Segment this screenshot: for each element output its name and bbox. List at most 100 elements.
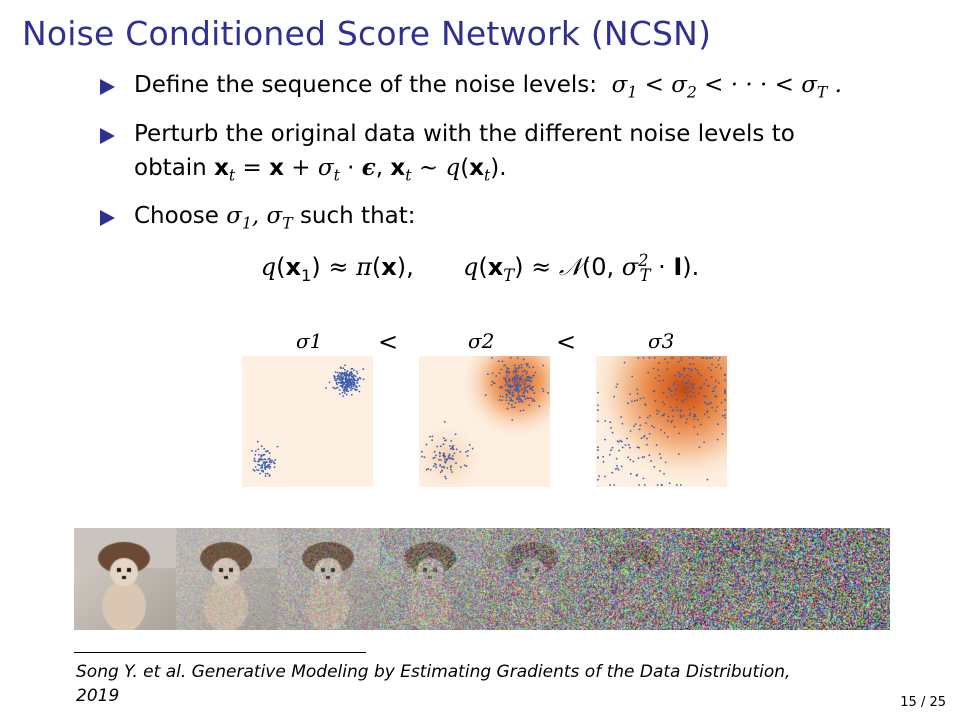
scatter-point (510, 398, 513, 400)
scatter-point (350, 385, 353, 388)
scatter-point (646, 443, 648, 446)
scatter-point (611, 431, 614, 434)
scatter-point (263, 453, 266, 456)
scatter-point (435, 466, 438, 469)
scatter-point (677, 360, 680, 363)
scatter-point (522, 358, 525, 361)
scatter-point (465, 465, 468, 468)
bullet-2-line1: Perturb the original data with the diffe… (134, 120, 795, 147)
scatter-point (533, 400, 536, 402)
scatter-point (641, 456, 644, 459)
scatter-point (524, 383, 526, 386)
scatter-point (672, 415, 675, 418)
scatter-point (683, 376, 686, 378)
scatter-point (617, 469, 620, 471)
scatter-point (266, 472, 269, 475)
scatter-point (442, 443, 445, 446)
scatter-point (346, 370, 349, 372)
scatter-point (356, 386, 358, 388)
scatter-point (524, 398, 527, 400)
scatter-point (450, 468, 452, 471)
scatter-point (523, 389, 526, 391)
scatter-point (344, 381, 347, 384)
scatter-point (670, 357, 673, 359)
scatter-point (273, 466, 276, 468)
scatter-point (675, 406, 678, 409)
scatter-point (676, 409, 679, 412)
scatter-point (438, 458, 440, 461)
scatter-point (509, 393, 511, 395)
scatter-point (467, 450, 469, 452)
scatter-point (335, 379, 338, 381)
scatter-point (698, 446, 701, 448)
scatter-point (711, 406, 714, 409)
scatter-point (683, 369, 686, 372)
scatter-point (514, 388, 517, 391)
scatter-point (705, 395, 708, 398)
scatter-point (425, 468, 428, 471)
scatter-point (343, 371, 346, 374)
scatter-point (719, 367, 722, 369)
scatter-point (713, 387, 715, 390)
scatter-point (503, 378, 506, 381)
scatter-point (706, 410, 709, 412)
scatter-point (604, 420, 607, 422)
bullet-perturb-data: Perturb the original data with the diffe… (100, 117, 920, 193)
scatter-point (352, 376, 355, 379)
scatter-point (525, 386, 528, 389)
scatter-point (528, 376, 531, 378)
scatter-point (337, 377, 339, 380)
scatter-point (666, 368, 669, 370)
scatter-point (344, 374, 347, 377)
scatter-point (518, 401, 520, 403)
scatter-point (620, 416, 623, 418)
scatter-point (501, 386, 504, 389)
scatter-point (512, 391, 514, 393)
scatter-point (689, 363, 691, 366)
scatter-point (490, 384, 493, 386)
scatter-point (346, 374, 348, 377)
scatter-point (455, 448, 458, 451)
scatter-point (510, 399, 513, 402)
scatter-point (514, 366, 517, 369)
scatter-point (254, 466, 257, 468)
scatter-point (638, 428, 641, 431)
scatter-point (693, 418, 696, 421)
scatter-point (692, 363, 694, 365)
scatter-point (681, 373, 683, 376)
scatter-point (694, 395, 696, 398)
scatter-point (352, 384, 355, 386)
scatter-point (689, 390, 691, 393)
scatter-point (608, 453, 611, 456)
scatter-point (349, 372, 351, 374)
scatter-point (721, 414, 724, 417)
scatter-point (340, 380, 343, 382)
scatter-point (508, 386, 511, 388)
scatter-point (253, 459, 256, 462)
scatter-point (517, 394, 520, 397)
scatter-point (672, 383, 675, 386)
scatter-point (443, 420, 446, 423)
scatter-point (435, 454, 437, 457)
scatter-point (687, 367, 690, 370)
scatter-point (264, 467, 266, 470)
footnote-line-2: 2019 (76, 686, 120, 706)
noise-panel-3 (596, 356, 727, 487)
scatter-point (656, 484, 659, 486)
scatter-point (688, 414, 691, 417)
scatter-point (716, 406, 719, 408)
scatter-point (616, 383, 619, 385)
scatter-point (716, 438, 719, 441)
scatter-point (531, 376, 533, 379)
scatter-point (639, 424, 642, 427)
noisy-dog-thumbnail-3 (278, 528, 380, 630)
bullet-2-line2-prefix: obtain (134, 154, 207, 181)
scatter-point (513, 406, 516, 409)
scatter-point (439, 464, 442, 467)
scatter-point (520, 366, 523, 369)
scatter-point (717, 363, 720, 366)
scatter-point (659, 470, 661, 472)
scatter-point (513, 364, 516, 367)
scatter-point (338, 389, 341, 391)
scatter-point (340, 374, 343, 377)
